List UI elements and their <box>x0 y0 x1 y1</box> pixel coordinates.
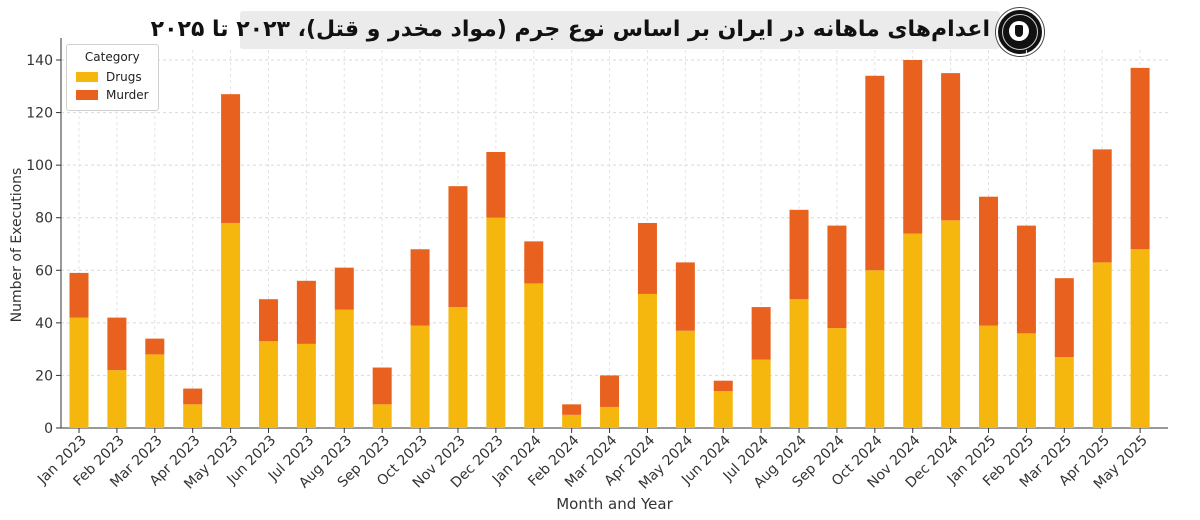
bar-murder <box>448 186 468 308</box>
y-tick-label: 0 <box>44 421 53 437</box>
bar-drugs <box>637 293 657 428</box>
legend-label-murder: Murder <box>106 88 149 102</box>
bar-murder <box>979 196 999 326</box>
logo-ring <box>1002 14 1038 50</box>
organization-logo <box>996 8 1044 56</box>
bar-murder <box>865 75 885 271</box>
y-tick-label: 40 <box>35 316 53 332</box>
bar-murder <box>486 152 506 218</box>
legend-item-drugs: Drugs <box>76 68 149 86</box>
bar-drugs <box>486 217 506 428</box>
legend-title: Category <box>84 50 140 64</box>
bar-murder <box>903 60 923 234</box>
bar-drugs <box>903 233 923 428</box>
legend-label-drugs: Drugs <box>106 70 142 84</box>
bar-drugs <box>675 330 695 428</box>
bar-murder <box>334 267 354 310</box>
legend-swatch-murder <box>76 90 98 100</box>
bar-murder <box>524 241 544 284</box>
bar-drugs <box>183 404 203 428</box>
bar-murder <box>789 209 809 300</box>
bar-murder <box>221 94 241 223</box>
bar-murder <box>1092 149 1112 263</box>
bar-drugs <box>1054 357 1074 428</box>
bar-drugs <box>258 341 278 428</box>
bar-drugs <box>296 343 316 428</box>
bar-drugs <box>827 328 847 428</box>
bar-drugs <box>524 283 544 428</box>
legend-item-murder: Murder <box>76 86 149 104</box>
bar-murder <box>713 380 733 392</box>
bar-drugs <box>145 354 165 428</box>
title-bar: اعدام‌های ماهانه در ایران بر اساس نوع جر… <box>151 11 1000 49</box>
bar-drugs <box>941 220 961 428</box>
bar-drugs <box>1016 333 1036 428</box>
legend: Category Drugs Murder <box>66 44 159 111</box>
bar-murder <box>941 73 961 221</box>
bar-drugs <box>751 359 771 428</box>
bar-drugs <box>372 404 392 428</box>
bar-murder <box>637 222 657 294</box>
bar-drugs <box>1130 249 1150 428</box>
bar-murder <box>827 225 847 329</box>
bar-drugs <box>410 325 430 428</box>
bar-drugs <box>448 307 468 428</box>
bar-murder <box>258 299 278 342</box>
y-tick-label: 120 <box>26 106 53 122</box>
bar-drugs <box>600 406 620 428</box>
bar-drugs <box>334 309 354 428</box>
bar-murder <box>372 367 392 405</box>
bar-drugs <box>69 317 89 428</box>
bar-murder <box>183 388 203 405</box>
bar-murder <box>145 338 165 355</box>
bar-drugs <box>979 325 999 428</box>
bar-murder <box>600 375 620 407</box>
bar-murder <box>1054 278 1074 358</box>
bar-drugs <box>789 299 809 428</box>
y-tick-label: 80 <box>35 211 53 227</box>
y-tick-label: 140 <box>26 53 53 69</box>
bar-murder <box>69 272 89 318</box>
bar-murder <box>751 307 771 360</box>
y-tick-label: 20 <box>35 368 53 384</box>
bar-murder <box>296 280 316 344</box>
bar-drugs <box>562 414 582 428</box>
bar-murder <box>1016 225 1036 334</box>
bar-drugs <box>221 222 241 428</box>
bar-murder <box>1130 67 1150 250</box>
legend-swatch-drugs <box>76 72 98 82</box>
x-axis-label: Month and Year <box>556 495 673 513</box>
bar-murder <box>410 249 430 326</box>
bar-drugs <box>865 270 885 428</box>
y-axis-label: Number of Executions <box>9 168 25 323</box>
bar-drugs <box>1092 262 1112 428</box>
y-tick-label: 100 <box>26 158 53 174</box>
bar-murder <box>675 262 695 331</box>
bar-drugs <box>107 370 127 428</box>
y-tick-label: 60 <box>35 263 53 279</box>
logo-emblem <box>1009 21 1029 41</box>
bar-drugs <box>713 391 733 428</box>
chart-title: اعدام‌های ماهانه در ایران بر اساس نوع جر… <box>150 17 990 42</box>
bar-murder <box>107 317 127 371</box>
bar-murder <box>562 404 582 415</box>
